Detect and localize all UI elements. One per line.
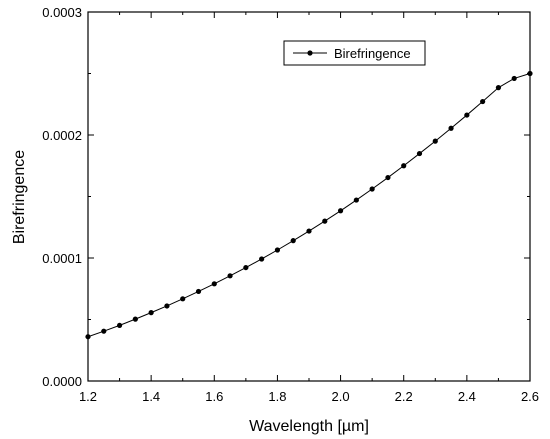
x-axis bbox=[87, 12, 531, 381]
data-point bbox=[227, 273, 233, 279]
legend-marker bbox=[307, 50, 313, 56]
data-point bbox=[116, 322, 123, 329]
x-tick-labels: 1.2 1.4 1.6 1.8 2.0 2.2 2.4 2.6 bbox=[79, 389, 539, 404]
data-point bbox=[337, 208, 344, 214]
data-point bbox=[211, 281, 217, 287]
x-tick-label: 1.6 bbox=[205, 389, 223, 404]
data-point bbox=[527, 70, 533, 77]
y-tick-labels: 0.0000 0.0001 0.0002 0.0003 bbox=[42, 5, 82, 389]
y-axis-title: Birefringence bbox=[11, 150, 28, 244]
data-point bbox=[385, 174, 391, 181]
x-tick-label: 1.2 bbox=[79, 389, 97, 404]
x-tick-label: 2.2 bbox=[395, 389, 413, 404]
data-point bbox=[448, 125, 454, 131]
data-point bbox=[243, 264, 249, 271]
x-tick-label: 2.6 bbox=[521, 389, 539, 404]
series-points-birefringence bbox=[85, 70, 533, 340]
data-point bbox=[85, 334, 91, 340]
x-tick-label: 1.4 bbox=[142, 389, 160, 404]
x-tick-label: 1.8 bbox=[268, 389, 286, 404]
data-point bbox=[480, 98, 486, 105]
data-point bbox=[495, 85, 502, 91]
y-tick-label: 0.0002 bbox=[42, 128, 82, 143]
x-tick-label: 2.0 bbox=[332, 389, 350, 404]
data-point bbox=[511, 75, 517, 82]
y-tick-label: 0.0003 bbox=[42, 5, 82, 20]
data-point bbox=[401, 163, 407, 169]
y-axis bbox=[88, 11, 530, 382]
x-axis-title: Wavelength [µm] bbox=[249, 418, 369, 435]
y-tick-label: 0.0001 bbox=[42, 251, 82, 266]
data-point bbox=[180, 296, 186, 302]
data-point bbox=[369, 186, 375, 192]
data-point bbox=[164, 303, 170, 309]
data-point bbox=[322, 218, 328, 224]
data-point bbox=[432, 138, 438, 144]
legend: Birefringence bbox=[283, 40, 426, 66]
data-point bbox=[353, 197, 359, 203]
data-point bbox=[274, 247, 281, 253]
data-point bbox=[195, 288, 202, 295]
data-point bbox=[101, 328, 107, 334]
data-point bbox=[132, 316, 138, 322]
data-point bbox=[306, 228, 312, 234]
x-tick-label: 2.4 bbox=[458, 389, 476, 404]
data-point bbox=[148, 310, 154, 316]
data-point bbox=[290, 238, 296, 244]
data-point bbox=[416, 150, 423, 157]
data-point bbox=[259, 256, 265, 262]
y-tick-label: 0.0000 bbox=[42, 374, 82, 389]
legend-label: Birefringence bbox=[334, 46, 411, 61]
series-line-birefringence bbox=[87, 73, 531, 338]
plot-frame bbox=[87, 11, 531, 382]
data-point bbox=[464, 112, 470, 118]
